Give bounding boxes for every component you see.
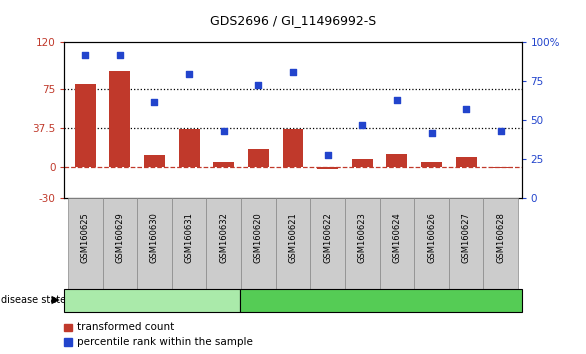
Bar (421, 162, 442, 167)
Text: transformed count: transformed count (77, 322, 174, 332)
Point (427, 130, 436, 136)
Text: GSM160625: GSM160625 (81, 212, 90, 263)
Text: GSM160628: GSM160628 (496, 212, 505, 263)
Polygon shape (52, 296, 60, 304)
Text: GSM160627: GSM160627 (462, 212, 471, 263)
Text: GSM160620: GSM160620 (254, 212, 263, 263)
Bar (456, 157, 476, 167)
Bar (352, 159, 373, 167)
Point (115, 52, 125, 58)
Point (461, 107, 471, 112)
Point (219, 129, 229, 134)
Bar (110, 70, 130, 167)
Text: percentile rank within the sample: percentile rank within the sample (77, 337, 253, 347)
Bar (144, 155, 165, 167)
Bar (241, 198, 275, 289)
Bar (311, 198, 345, 289)
Bar (380, 198, 414, 289)
Text: teratozoospermia: teratozoospermia (332, 295, 430, 305)
Bar (414, 198, 449, 289)
Point (288, 69, 298, 75)
Text: GSM160624: GSM160624 (393, 212, 401, 263)
Text: GSM160621: GSM160621 (288, 212, 298, 263)
Text: GSM160629: GSM160629 (115, 212, 124, 263)
Text: GSM160630: GSM160630 (150, 212, 159, 263)
Bar (213, 162, 234, 167)
Bar (68, 198, 103, 289)
Bar (248, 149, 269, 167)
Bar (172, 198, 206, 289)
Text: GDS2696 / GI_11496992-S: GDS2696 / GI_11496992-S (210, 14, 376, 27)
Text: GSM160631: GSM160631 (185, 212, 193, 263)
Point (254, 82, 263, 87)
Point (392, 97, 401, 103)
Bar (103, 198, 137, 289)
Point (357, 122, 367, 128)
Point (80, 52, 90, 58)
Text: normal: normal (133, 295, 172, 305)
Point (150, 99, 159, 104)
Bar (275, 198, 311, 289)
Bar (483, 198, 518, 289)
Bar (490, 167, 511, 168)
Bar (282, 129, 304, 167)
Bar (449, 198, 483, 289)
Bar (317, 167, 338, 169)
Bar (387, 154, 407, 167)
Text: GSM160623: GSM160623 (358, 212, 367, 263)
Bar (345, 198, 380, 289)
Bar (179, 129, 199, 167)
Bar (206, 198, 241, 289)
Bar (137, 198, 172, 289)
Text: GSM160632: GSM160632 (219, 212, 228, 263)
Text: disease state: disease state (1, 295, 66, 305)
Point (496, 129, 506, 134)
Text: GSM160626: GSM160626 (427, 212, 436, 263)
Text: GSM160622: GSM160622 (323, 212, 332, 263)
Point (323, 152, 332, 158)
Bar (75, 84, 96, 167)
Point (185, 71, 194, 76)
